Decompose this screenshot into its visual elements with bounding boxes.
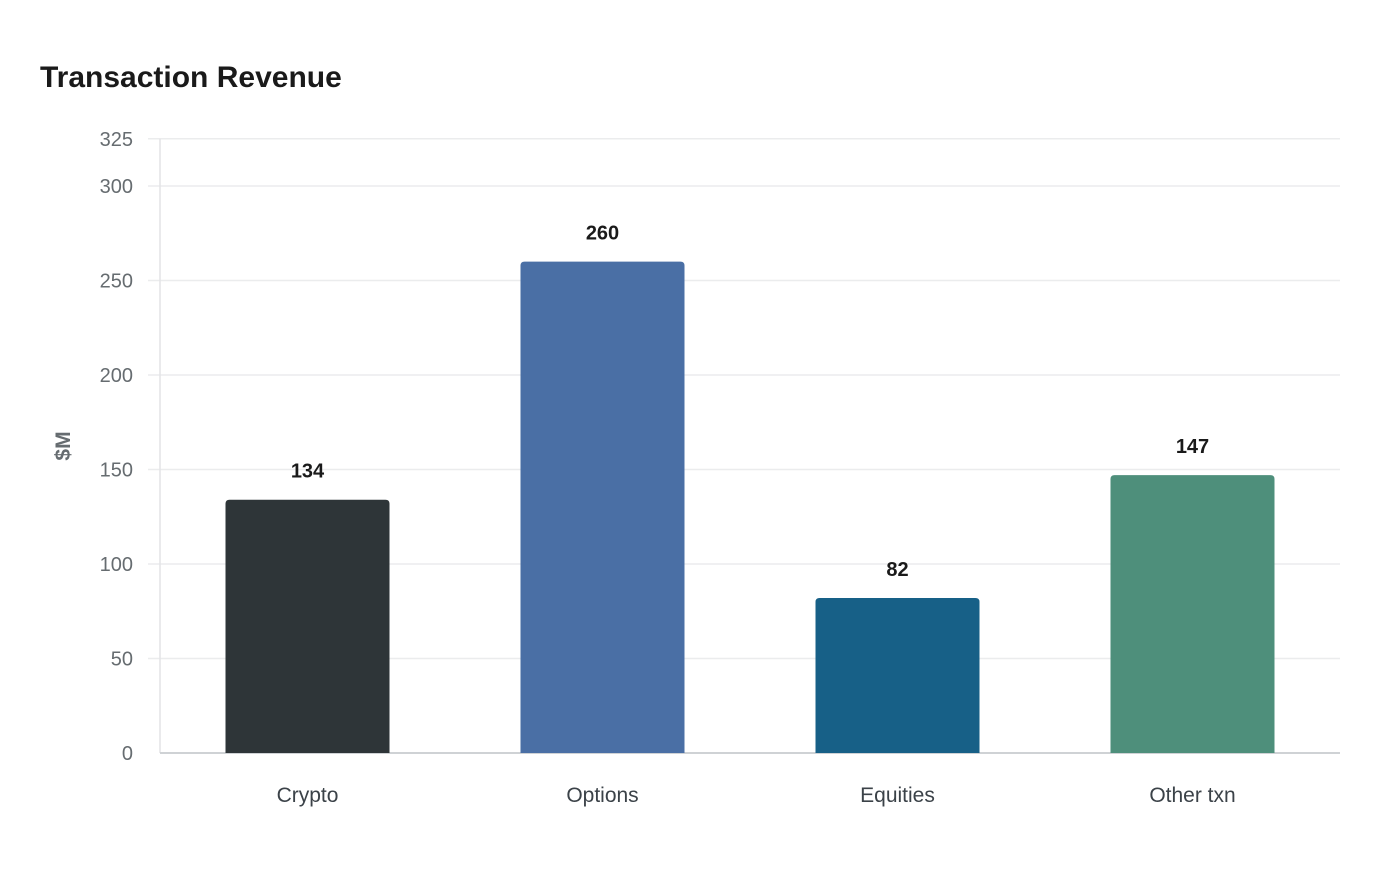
- bar-options: [520, 261, 685, 753]
- data-label: 134: [291, 461, 325, 483]
- data-label: 82: [886, 559, 908, 581]
- data-label: 147: [1176, 436, 1209, 458]
- bar-other-txn: [1110, 475, 1275, 753]
- y-tick-label: 200: [100, 365, 133, 387]
- x-tick-label: Other txn: [1149, 784, 1235, 807]
- y-tick-label: 300: [100, 176, 133, 198]
- y-axis-title: $M: [52, 431, 75, 460]
- x-tick-label: Options: [566, 784, 638, 807]
- data-label: 260: [586, 223, 619, 245]
- bar-crypto: [225, 499, 390, 753]
- y-tick-label: 250: [100, 271, 133, 293]
- y-tick-label: 50: [111, 649, 133, 671]
- x-tick-label: Crypto: [277, 784, 339, 807]
- chart-title: Transaction Revenue: [40, 61, 342, 94]
- y-tick-label: 100: [100, 554, 133, 576]
- bar-equities: [815, 598, 980, 753]
- x-tick-label: Equities: [860, 784, 935, 807]
- y-tick-label: 0: [122, 743, 133, 765]
- y-tick-label: 150: [100, 460, 133, 482]
- y-tick-label: 325: [100, 129, 133, 151]
